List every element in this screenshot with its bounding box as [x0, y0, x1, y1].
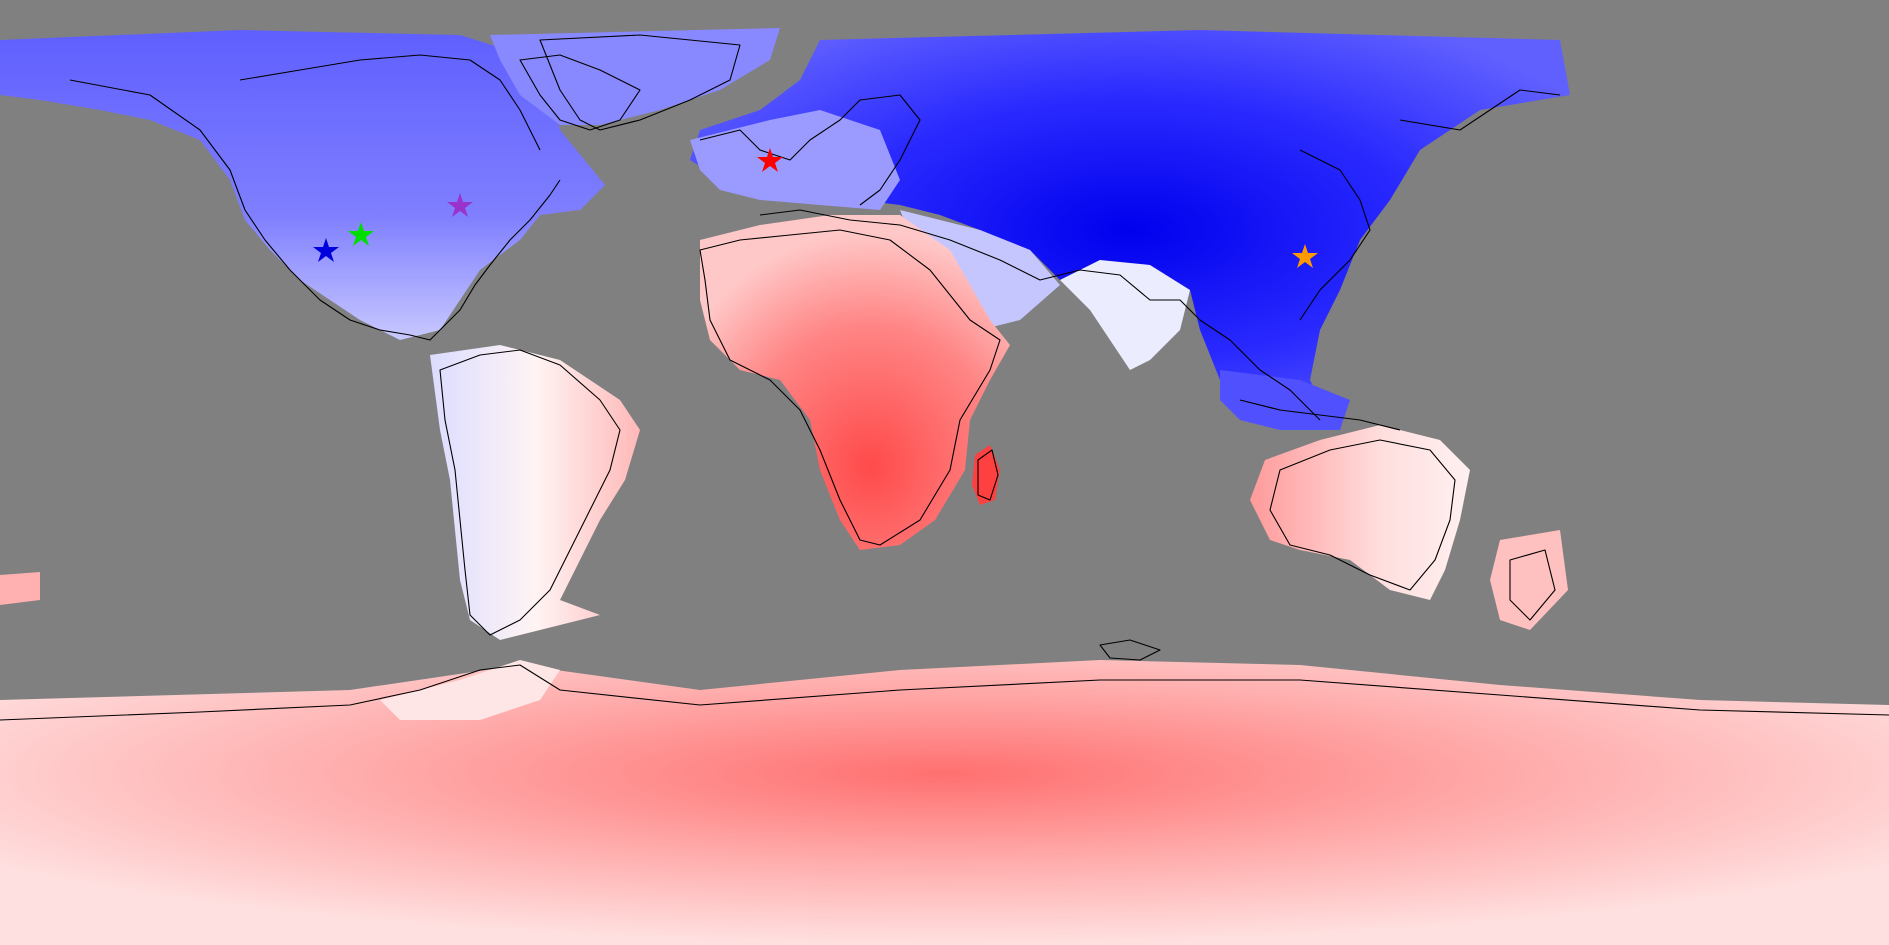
middle-east-region [900, 210, 1060, 330]
south-america-region [430, 345, 640, 640]
australia-region [1250, 425, 1470, 600]
south-asia-region [1060, 260, 1190, 370]
marker-star-purple[interactable] [447, 193, 473, 217]
africa-region [700, 215, 1010, 550]
marker-star-orange[interactable] [1292, 244, 1318, 268]
eurasia-region [690, 30, 1570, 430]
marker-star-red[interactable] [757, 148, 783, 172]
antarctica-region [0, 660, 1889, 945]
marker-star-green[interactable] [348, 222, 374, 246]
southeast-asia-region [1220, 370, 1350, 430]
north-america-region [0, 30, 605, 340]
marker-star-blue[interactable] [313, 238, 339, 262]
europe-region [690, 110, 900, 210]
pacific-island-patch [0, 572, 40, 605]
coastlines [0, 34, 1889, 721]
anomaly-field [0, 28, 1889, 945]
antarctic-peninsula-region [380, 660, 560, 720]
new-zealand-region [1490, 530, 1568, 630]
greenland-region [490, 28, 780, 125]
markers [313, 148, 1318, 268]
